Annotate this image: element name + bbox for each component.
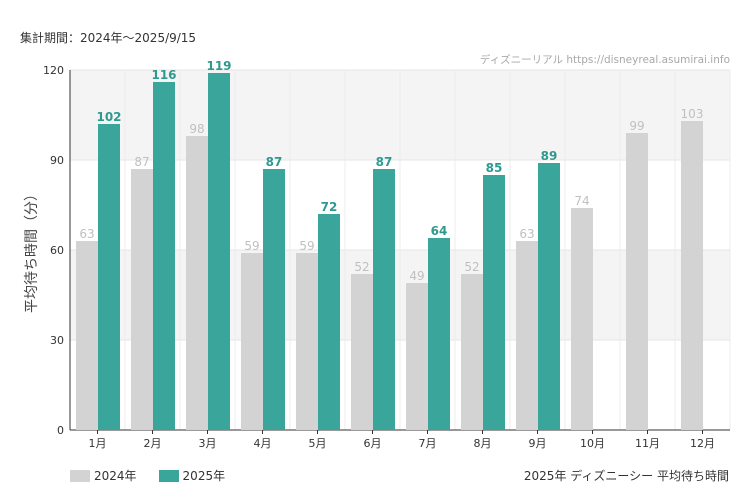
data-label-2025: 102	[96, 110, 121, 124]
legend-item-2024[interactable]: 2024年	[70, 467, 137, 484]
x-tick-label: 5月	[309, 437, 327, 450]
x-tick-label: 12月	[690, 437, 715, 450]
y-axis-title: 平均待ち時間（分）	[24, 187, 40, 313]
watermark: ディズニーリアル https://disneyreal.asumirai.inf…	[480, 53, 730, 66]
bar-2024	[241, 253, 263, 430]
bar-2025	[538, 163, 560, 430]
data-label-2024: 63	[519, 227, 534, 241]
bar-2024	[351, 274, 373, 430]
data-label-2025: 119	[206, 59, 231, 73]
x-tick-label: 3月	[199, 437, 217, 450]
x-tick-label: 1月	[89, 437, 107, 450]
bar-2025	[318, 214, 340, 430]
y-tick-label: 0	[57, 424, 64, 437]
bar-2025	[428, 238, 450, 430]
data-label-2024: 49	[409, 269, 424, 283]
bar-2024	[516, 241, 538, 430]
x-tick-label: 11月	[635, 437, 660, 450]
legend-label-2025: 2025年	[182, 469, 226, 483]
bar-2025	[153, 82, 175, 430]
data-label-2025: 87	[266, 155, 283, 169]
bar-2024	[186, 136, 208, 430]
data-label-2024: 103	[681, 107, 704, 121]
bar-2025	[263, 169, 285, 430]
bar-2024	[571, 208, 593, 430]
data-label-2025: 64	[431, 224, 448, 238]
bar-2025	[98, 124, 120, 430]
chart-caption: 2025年 ディズニーシー 平均待ち時間	[523, 469, 729, 483]
x-tick-label: 7月	[419, 437, 437, 450]
legend: 2024年 2025年	[70, 467, 225, 484]
bar-2025	[373, 169, 395, 430]
bar-2025	[483, 175, 505, 430]
x-tick-label: 6月	[364, 437, 382, 450]
bar-2024	[681, 121, 703, 430]
bar-2024	[76, 241, 98, 430]
data-label-2025: 116	[151, 68, 176, 82]
legend-item-2025[interactable]: 2025年	[158, 467, 226, 484]
x-tick-label: 9月	[529, 437, 547, 450]
y-tick-label: 90	[50, 154, 64, 167]
data-label-2025: 87	[376, 155, 393, 169]
x-tick-label: 2月	[144, 437, 162, 450]
data-label-2024: 59	[299, 239, 314, 253]
data-label-2024: 52	[464, 260, 479, 274]
bar-2024	[406, 283, 428, 430]
bar-2024	[296, 253, 318, 430]
data-label-2024: 99	[629, 119, 644, 133]
data-label-2025: 89	[541, 149, 558, 163]
data-label-2024: 63	[79, 227, 94, 241]
data-label-2025: 72	[321, 200, 338, 214]
y-tick-label: 60	[50, 244, 64, 257]
x-tick-label: 4月	[254, 437, 272, 450]
legend-label-2024: 2024年	[94, 469, 137, 483]
legend-swatch-2025	[158, 469, 179, 482]
bar-2025	[208, 73, 230, 430]
bar-2024	[461, 274, 483, 430]
data-label-2024: 52	[354, 260, 369, 274]
data-label-2024: 59	[244, 239, 259, 253]
x-tick-label: 10月	[580, 437, 605, 450]
bar-2024	[626, 133, 648, 430]
y-tick-label: 120	[43, 64, 64, 77]
y-tick-label: 30	[50, 334, 64, 347]
bar-2024	[131, 169, 153, 430]
data-label-2025: 85	[486, 161, 503, 175]
collection-period: 集計期間：2024年～2025/9/15	[20, 31, 197, 45]
data-label-2024: 74	[574, 194, 589, 208]
legend-swatch-2024	[70, 469, 90, 482]
data-label-2024: 87	[134, 155, 149, 169]
x-tick-label: 8月	[474, 437, 492, 450]
data-label-2024: 98	[189, 122, 204, 136]
